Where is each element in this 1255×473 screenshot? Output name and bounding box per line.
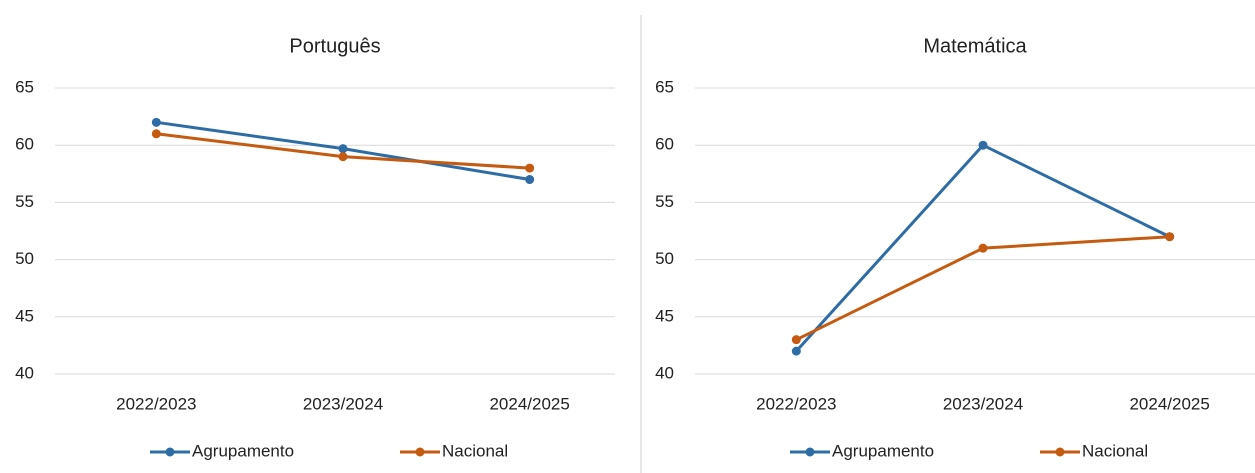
- x-tick-label: 2023/2024: [303, 394, 383, 413]
- x-tick-label: 2023/2024: [943, 394, 1023, 413]
- y-tick-label: 55: [655, 192, 674, 211]
- legend-marker: [805, 447, 815, 457]
- y-tick-label: 50: [15, 249, 34, 268]
- legend-label: Nacional: [1082, 441, 1148, 460]
- legend-marker: [1055, 447, 1065, 457]
- y-tick-label: 60: [15, 135, 34, 154]
- x-tick-label: 2022/2023: [116, 394, 196, 413]
- point: [978, 140, 988, 150]
- point: [791, 335, 801, 345]
- y-tick-label: 45: [15, 306, 34, 325]
- point: [338, 152, 348, 162]
- y-tick-label: 40: [655, 363, 674, 382]
- point: [525, 175, 535, 185]
- point: [338, 144, 348, 154]
- y-tick-label: 65: [15, 77, 34, 96]
- legend-marker: [165, 447, 175, 457]
- y-tick-label: 65: [655, 77, 674, 96]
- point: [151, 129, 161, 139]
- y-tick-label: 50: [655, 249, 674, 268]
- y-tick-label: 60: [655, 135, 674, 154]
- legend-label: Nacional: [442, 441, 508, 460]
- x-tick-label: 2022/2023: [756, 394, 836, 413]
- point: [151, 117, 161, 127]
- point: [525, 163, 535, 173]
- chart-title: Matemática: [923, 35, 1027, 57]
- legend-marker: [415, 447, 425, 457]
- y-tick-label: 40: [15, 363, 34, 382]
- y-tick-label: 45: [655, 306, 674, 325]
- legend-label: Agrupamento: [192, 441, 294, 460]
- point: [978, 243, 988, 253]
- x-tick-label: 2024/2025: [1129, 394, 1209, 413]
- point: [791, 346, 801, 356]
- x-tick-label: 2024/2025: [489, 394, 569, 413]
- y-tick-label: 55: [15, 192, 34, 211]
- point: [1165, 232, 1175, 242]
- legend-label: Agrupamento: [832, 441, 934, 460]
- chart-title: Português: [289, 35, 380, 57]
